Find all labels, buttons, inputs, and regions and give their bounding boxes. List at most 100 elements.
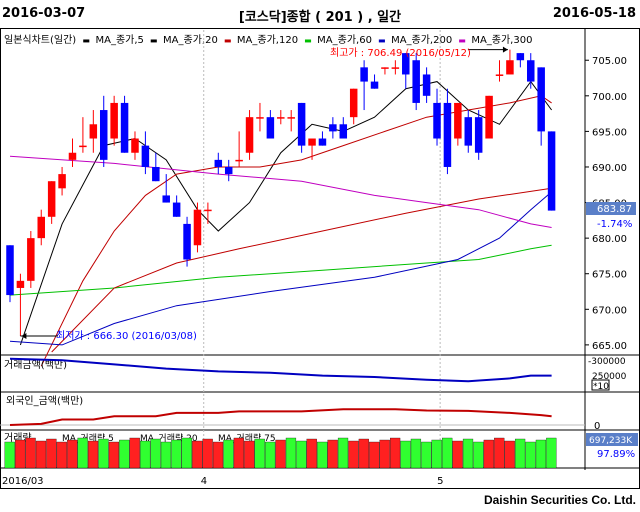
chart-title: [코스닥]종합 ( 201 ) , 일간 <box>238 10 402 25</box>
legend-swatch: ▬ <box>223 36 234 45</box>
volume-bar <box>358 438 369 469</box>
ma-legend: 일본식차트(일간) ▬ MA_종가,5 ▬ MA_종가,20 ▬ MA_종가,120… <box>4 31 541 46</box>
candle-body <box>391 67 400 69</box>
volume-bar <box>400 440 411 469</box>
volume-bar <box>87 440 99 469</box>
volume-bar <box>473 441 484 469</box>
volume-bar <box>369 441 380 469</box>
candle-body <box>6 245 14 296</box>
volume-bar <box>129 437 140 469</box>
candle-body <box>152 166 160 182</box>
panel3-title: 외국인_금액(백만) <box>6 395 83 407</box>
candle-body <box>349 88 358 118</box>
volume-bar <box>108 441 120 469</box>
candle-body <box>16 280 25 288</box>
volume-bar <box>514 438 526 469</box>
candle-body <box>27 238 35 281</box>
volume-bar <box>202 438 213 469</box>
ma-line <box>9 155 552 228</box>
candle-body <box>527 60 535 82</box>
volume-bar <box>77 437 88 469</box>
volume-bar <box>348 440 359 469</box>
volume-bar <box>160 441 172 469</box>
legend-swatch: ▬ <box>149 36 161 45</box>
x-axis-label: 2016/03 <box>2 476 44 487</box>
candle-body <box>79 145 87 148</box>
company-name: Daishin Securities Co. Ltd. <box>483 493 636 507</box>
candle-body <box>131 138 139 153</box>
volume-bar <box>379 439 390 469</box>
candle-body <box>141 145 150 167</box>
ma-line <box>19 80 553 346</box>
candle-body <box>214 159 223 167</box>
volume-bar <box>483 439 494 469</box>
candle-body <box>183 223 191 260</box>
chart-header: 2016-03-07 [코스닥]종합 ( 201 ) , 일간 2016-05-… <box>0 0 640 28</box>
candle-body <box>47 181 56 217</box>
volume-bar <box>265 441 276 469</box>
volume-bar <box>452 440 463 469</box>
volume-bar <box>98 438 109 469</box>
last-change-text: -1.74% <box>597 219 632 230</box>
legend-label: MA_종가,60 <box>317 35 372 46</box>
candle-body <box>516 53 525 61</box>
price-tick-label: 665.00 <box>592 341 627 352</box>
legend-swatch: ▬ <box>458 36 469 45</box>
legend-chart-name: 일본식차트(일간) <box>4 35 77 46</box>
legend-label: MA_종가,200 <box>391 35 453 46</box>
legend-item: ▬ MA_종가,60 <box>304 35 375 46</box>
panel2-tick: -300000 <box>588 357 626 367</box>
candle-body <box>58 174 66 189</box>
volume-bar <box>337 437 349 469</box>
volume-bar <box>56 441 67 469</box>
candle-body <box>495 74 504 76</box>
candle-body <box>381 67 389 69</box>
candle-body <box>485 95 493 139</box>
volume-bar <box>244 440 255 469</box>
x-axis-label: 5 <box>437 476 443 487</box>
volume-bar <box>317 441 328 469</box>
volume-bar <box>421 441 432 469</box>
volume-bar <box>494 437 505 469</box>
candle-body <box>110 102 118 139</box>
volume-bar <box>150 438 161 469</box>
volume-bar <box>171 439 182 469</box>
ma-line <box>40 95 552 367</box>
volume-bar <box>462 438 474 469</box>
candle-body <box>245 117 254 153</box>
volume-bar <box>192 440 203 469</box>
candle-body <box>339 124 348 139</box>
price-tick-label: 700.00 <box>592 92 627 103</box>
volume-bar <box>4 441 15 469</box>
volume-bar <box>275 439 286 469</box>
volume-bar <box>181 437 192 469</box>
low-arrow-head <box>21 333 27 339</box>
volume-bar <box>296 440 307 469</box>
volume-bar <box>546 437 557 469</box>
candle-body <box>224 166 233 175</box>
legend-item: ▬ MA_종가,120 <box>224 35 301 46</box>
legend-swatch: ▬ <box>82 36 93 45</box>
volume-bar <box>535 439 547 469</box>
volume-bar <box>233 437 244 469</box>
ma-line <box>9 191 552 346</box>
volume-bar <box>254 438 265 469</box>
price-tick-label: 670.00 <box>592 305 627 316</box>
last-value-badge <box>586 202 636 215</box>
candle-body <box>443 102 452 167</box>
legend-label: MA_종가,120 <box>236 35 299 46</box>
volume-bar <box>410 438 422 469</box>
volume-bar <box>431 439 442 469</box>
legend-item: ▬ MA_종가,5 <box>82 35 147 46</box>
candle-body <box>99 110 108 160</box>
candle-body <box>193 209 202 246</box>
candle-body <box>537 67 545 132</box>
candle-body <box>412 60 420 103</box>
candle-body <box>422 74 431 96</box>
volume-bar <box>525 441 536 469</box>
unit-badge-box <box>591 379 610 391</box>
volume-bar <box>15 439 26 469</box>
ma-line <box>9 244 552 296</box>
trade-amount-line <box>9 357 552 383</box>
foreign-amount-line <box>9 408 552 426</box>
